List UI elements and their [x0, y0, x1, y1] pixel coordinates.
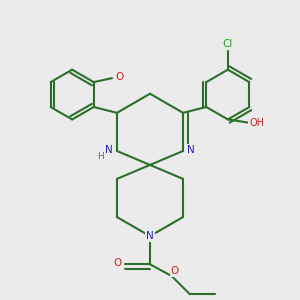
Text: H: H: [97, 152, 104, 161]
Text: O: O: [171, 266, 179, 276]
Text: N: N: [105, 145, 112, 155]
Text: N: N: [146, 231, 154, 241]
Text: Cl: Cl: [223, 39, 233, 49]
Text: O: O: [114, 258, 122, 268]
Text: OH: OH: [250, 118, 265, 128]
Text: O: O: [115, 72, 123, 82]
Text: N: N: [188, 145, 195, 155]
